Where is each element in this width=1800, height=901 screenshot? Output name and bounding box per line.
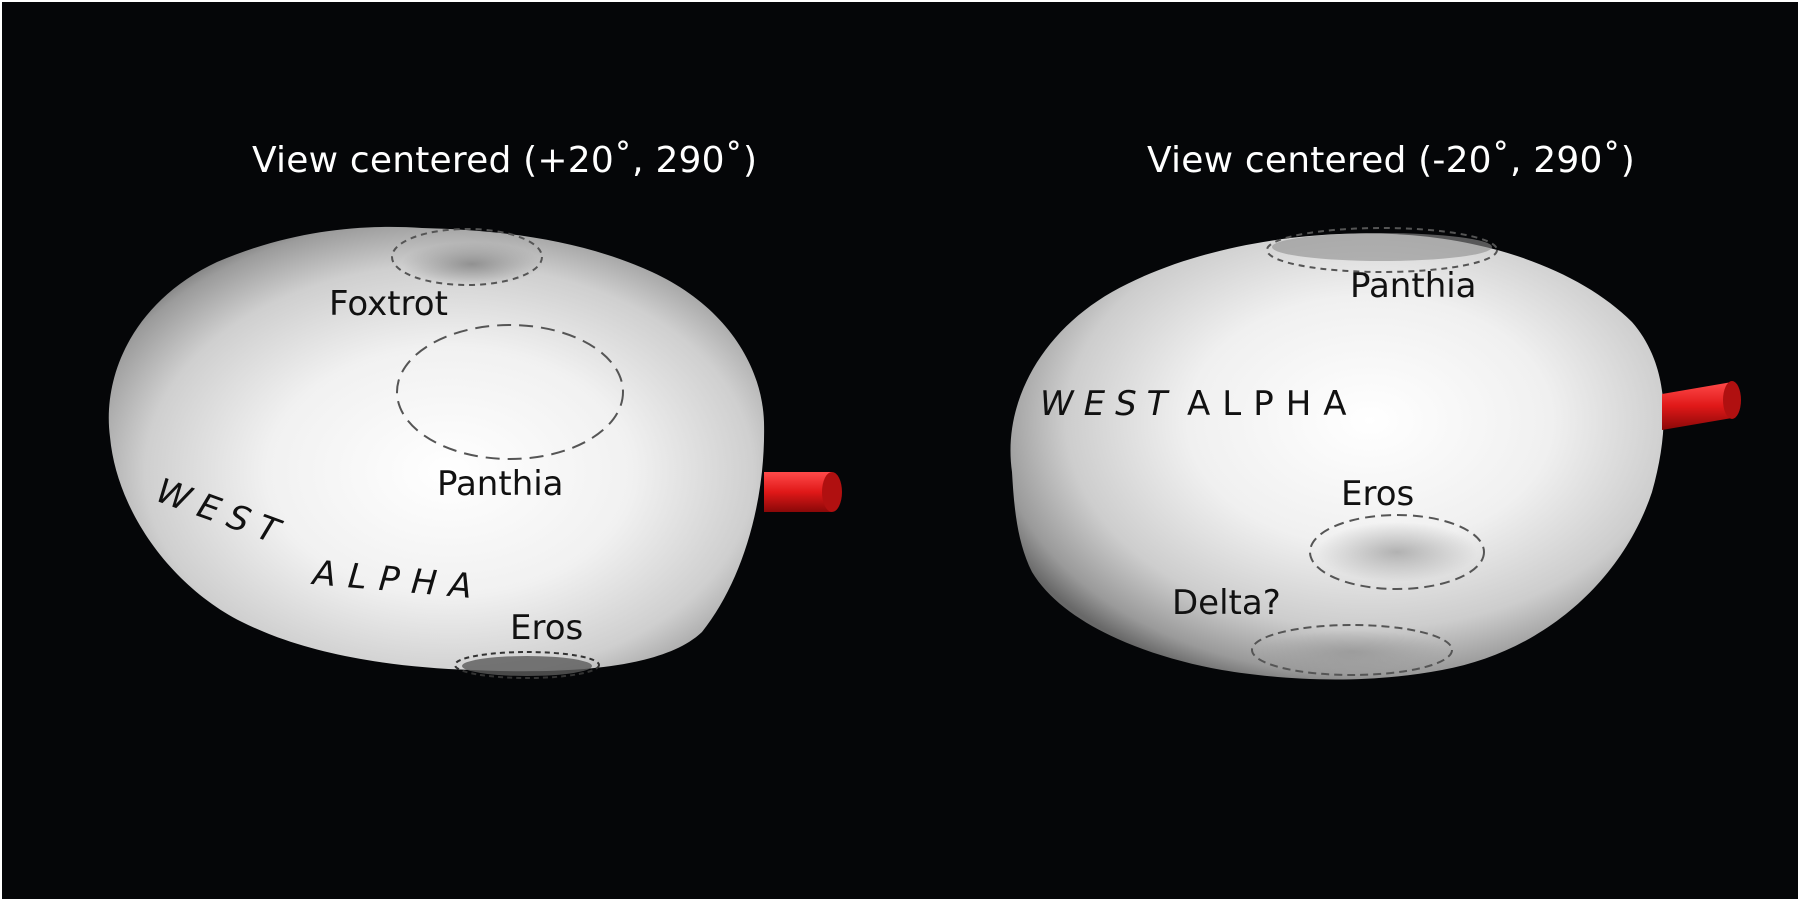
left-pole-marker — [764, 472, 842, 512]
left-asteroid-body — [108, 226, 765, 672]
right-asteroid — [1010, 233, 1664, 680]
left-asteroid — [108, 226, 765, 676]
delta-depression — [1257, 630, 1447, 674]
right-pole-marker — [1662, 381, 1741, 430]
eros-depression-left — [462, 656, 592, 676]
right-view-title: View centered (-20˚, 290˚) — [1147, 140, 1636, 181]
eros-outline-right — [1309, 514, 1485, 590]
delta-label: Delta? — [1172, 583, 1281, 623]
delta-outline — [1251, 624, 1453, 676]
eros-label-right: Eros — [1341, 474, 1414, 514]
eros-label-left: Eros — [510, 608, 583, 648]
foxtrot-outline — [391, 228, 543, 286]
panthia-outline-right — [1266, 227, 1498, 273]
right-asteroid-body — [1010, 233, 1664, 680]
eros-depression-right — [1317, 522, 1477, 582]
foxtrot-label: Foxtrot — [329, 284, 448, 324]
left-view-title: View centered (+20˚, 290˚) — [252, 140, 758, 181]
alpha-label-right: ALPHA — [1187, 384, 1359, 424]
panthia-label-left: Panthia — [437, 464, 564, 504]
west-label-right: WEST — [1040, 384, 1177, 424]
foxtrot-depression — [402, 242, 542, 286]
panthia-outline-left — [396, 324, 624, 460]
eros-outline-left — [454, 651, 600, 679]
panthia-label-right: Panthia — [1350, 266, 1477, 306]
panthia-depression-right — [1272, 233, 1492, 261]
